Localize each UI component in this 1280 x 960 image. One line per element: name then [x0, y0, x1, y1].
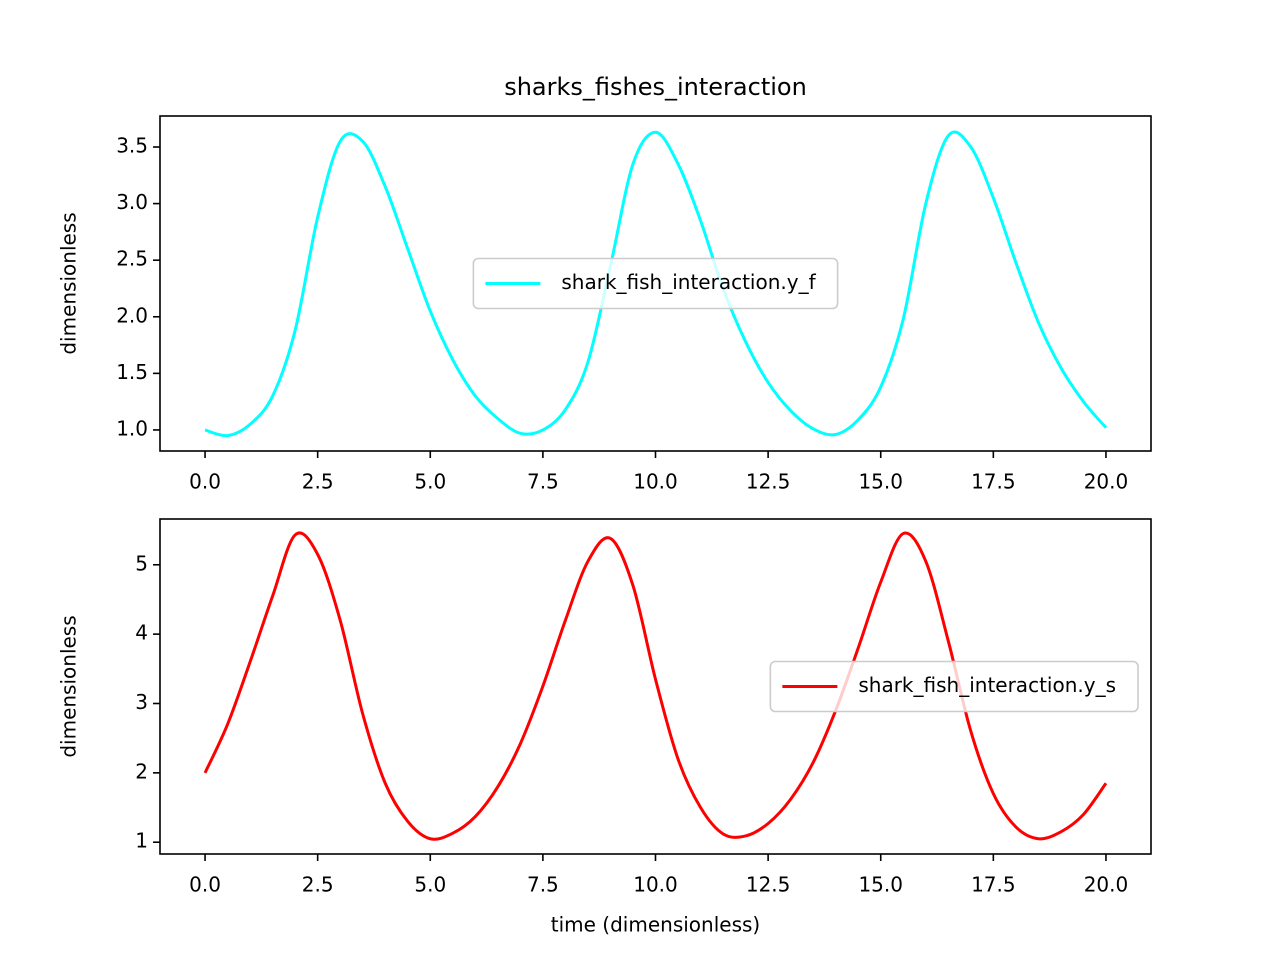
x-tick-label: 20.0	[1084, 470, 1129, 494]
x-tick-label: 0.0	[189, 470, 221, 494]
y-tick-label: 5	[135, 551, 148, 575]
x-tick-label: 0.0	[189, 873, 221, 897]
data-line	[203, 531, 1108, 841]
x-tick-label: 5.0	[414, 470, 446, 494]
y-tick-label: 1.0	[116, 416, 148, 440]
legend-frame	[769, 660, 1139, 713]
x-tick-label: 20.0	[1084, 873, 1129, 897]
x-tick-label: 17.5	[971, 470, 1016, 494]
legend-label: shark_fish_interaction.y_s	[858, 673, 1116, 697]
x-tick-label: 15.0	[858, 470, 903, 494]
x-tick-label: 7.5	[527, 873, 559, 897]
x-tick-label: 15.0	[858, 873, 903, 897]
axes-frame	[159, 115, 1152, 452]
y-tick-label: 4	[135, 621, 148, 645]
y-tick-label: 3.0	[116, 190, 148, 214]
x-tick-label: 17.5	[971, 873, 1016, 897]
data-line	[204, 130, 1108, 438]
legend-frame	[472, 257, 839, 310]
y-tick-label: 3.5	[116, 134, 148, 158]
legend-label: shark_fish_interaction.y_f	[561, 270, 816, 294]
x-tick-label: 10.0	[633, 873, 678, 897]
legend: shark_fish_interaction.y_s	[769, 660, 1139, 713]
x-tick-label: 2.5	[302, 470, 334, 494]
x-tick-label: 12.5	[746, 873, 791, 897]
x-tick-label: 5.0	[414, 873, 446, 897]
y-tick-label: 2	[135, 759, 148, 783]
y-tick-label: 3	[135, 690, 148, 714]
y-axis-label: dimensionless	[57, 212, 81, 354]
x-axis-label: time (dimensionless)	[551, 913, 760, 937]
x-tick-label: 2.5	[302, 873, 334, 897]
x-tick-label: 7.5	[527, 470, 559, 494]
y-axis-label: dimensionless	[57, 615, 81, 757]
chart-title: sharks_fishes_interaction	[504, 73, 807, 101]
x-tick-label: 12.5	[746, 470, 791, 494]
y-tick-label: 2.5	[116, 247, 148, 271]
y-tick-label: 1	[135, 829, 148, 853]
y-tick-label: 1.5	[116, 360, 148, 384]
y-tick-label: 2.0	[116, 303, 148, 327]
x-tick-label: 10.0	[633, 470, 678, 494]
legend: shark_fish_interaction.y_f	[472, 257, 839, 310]
axes-frame	[159, 518, 1152, 855]
